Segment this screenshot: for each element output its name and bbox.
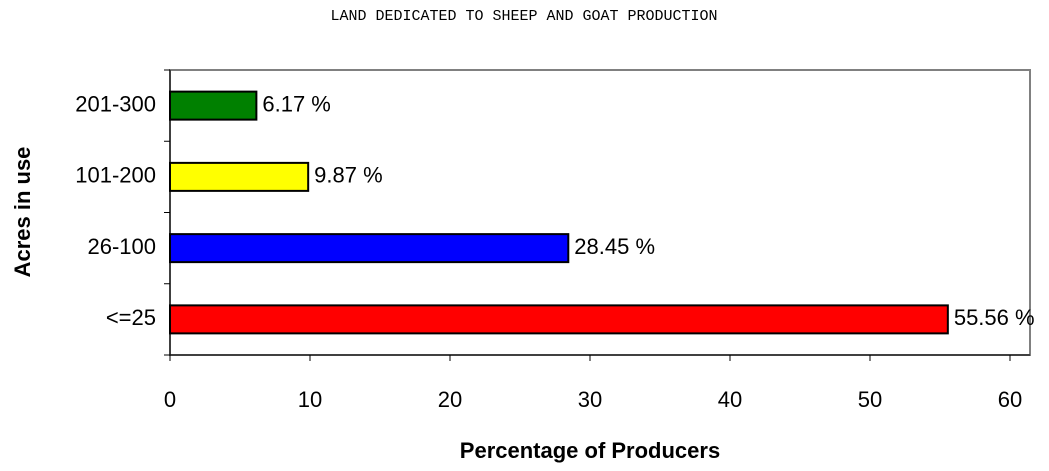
x-axis-title: Percentage of Producers [460, 438, 720, 463]
y-axis-title: Acres in use [10, 147, 35, 278]
bar [169, 161, 310, 192]
bar [169, 304, 949, 335]
x-tick-label: 0 [164, 387, 176, 412]
bar [169, 233, 570, 264]
value-label: 6.17 % [262, 91, 331, 116]
x-tick-label: 20 [438, 387, 462, 412]
x-tick-label: 30 [578, 387, 602, 412]
value-label: 9.87 % [314, 163, 383, 188]
y-tick-label: <=25 [106, 305, 156, 330]
x-tick-label: 50 [858, 387, 882, 412]
y-tick-label: 101-200 [75, 163, 156, 188]
x-tick-label: 10 [298, 387, 322, 412]
y-tick-label: 26-100 [87, 234, 156, 259]
bar [169, 90, 258, 121]
value-label: 28.45 % [574, 234, 655, 259]
x-tick-label: 40 [718, 387, 742, 412]
x-tick-label: 60 [998, 387, 1022, 412]
value-label: 55.56 % [954, 305, 1035, 330]
y-tick-label: 201-300 [75, 91, 156, 116]
chart-title: LAND DEDICATED TO SHEEP AND GOAT PRODUCT… [330, 8, 717, 25]
